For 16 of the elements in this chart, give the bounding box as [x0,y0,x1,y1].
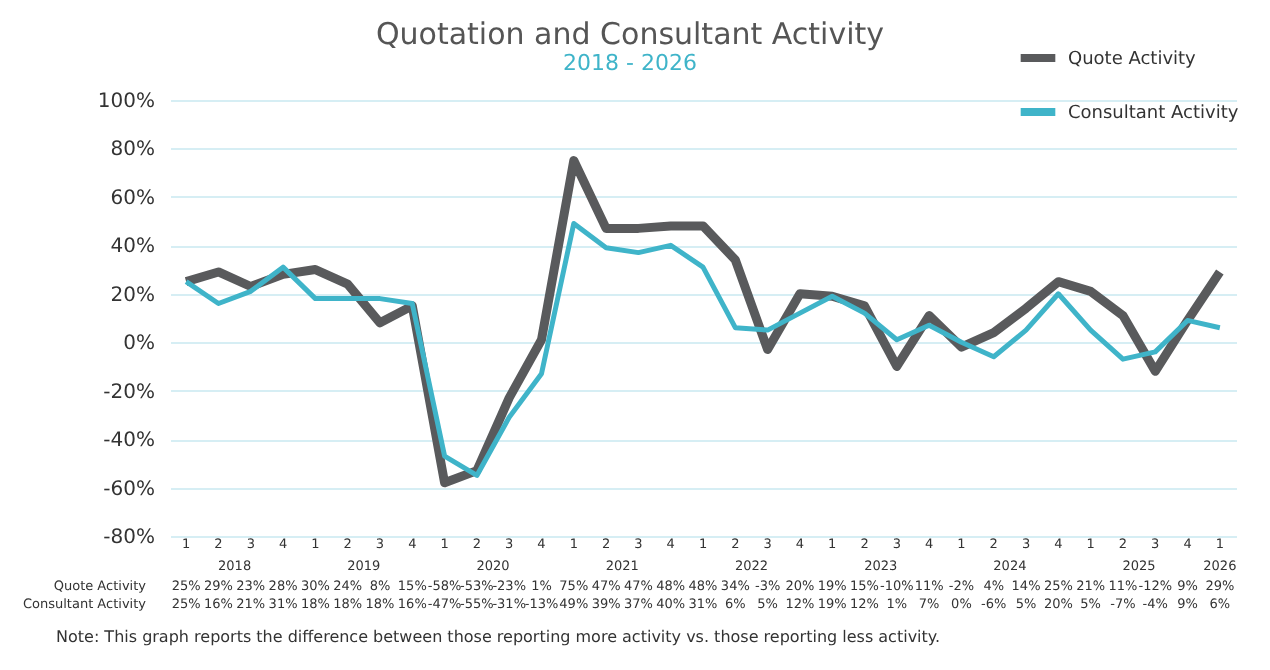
y-tick-label: 40% [110,236,155,259]
text: Note: This graph reports the difference between those reporting more activity vs. those reporting less activity. [56,628,941,646]
legend-label: Quote Activity [1068,50,1198,70]
chart-subtitle: 2018 - 2026 [563,50,697,76]
y-tick-label: 60% [110,187,155,210]
y-tick-label: 0% [123,333,155,356]
y-tick-label: -20% [103,381,155,404]
chart-title: Quotation and Consultant Activity [375,16,885,52]
y-tick-label: 100% [97,91,155,113]
y-tick-label: 20% [110,284,155,307]
y-tick-label: -60% [103,478,155,501]
y-tick-label: -40% [103,430,155,453]
legend-label: Consultant Activity [1068,104,1240,124]
y-tick-label: -80% [103,527,155,549]
y-tick-label: 80% [110,139,155,162]
line-series [183,221,1223,478]
